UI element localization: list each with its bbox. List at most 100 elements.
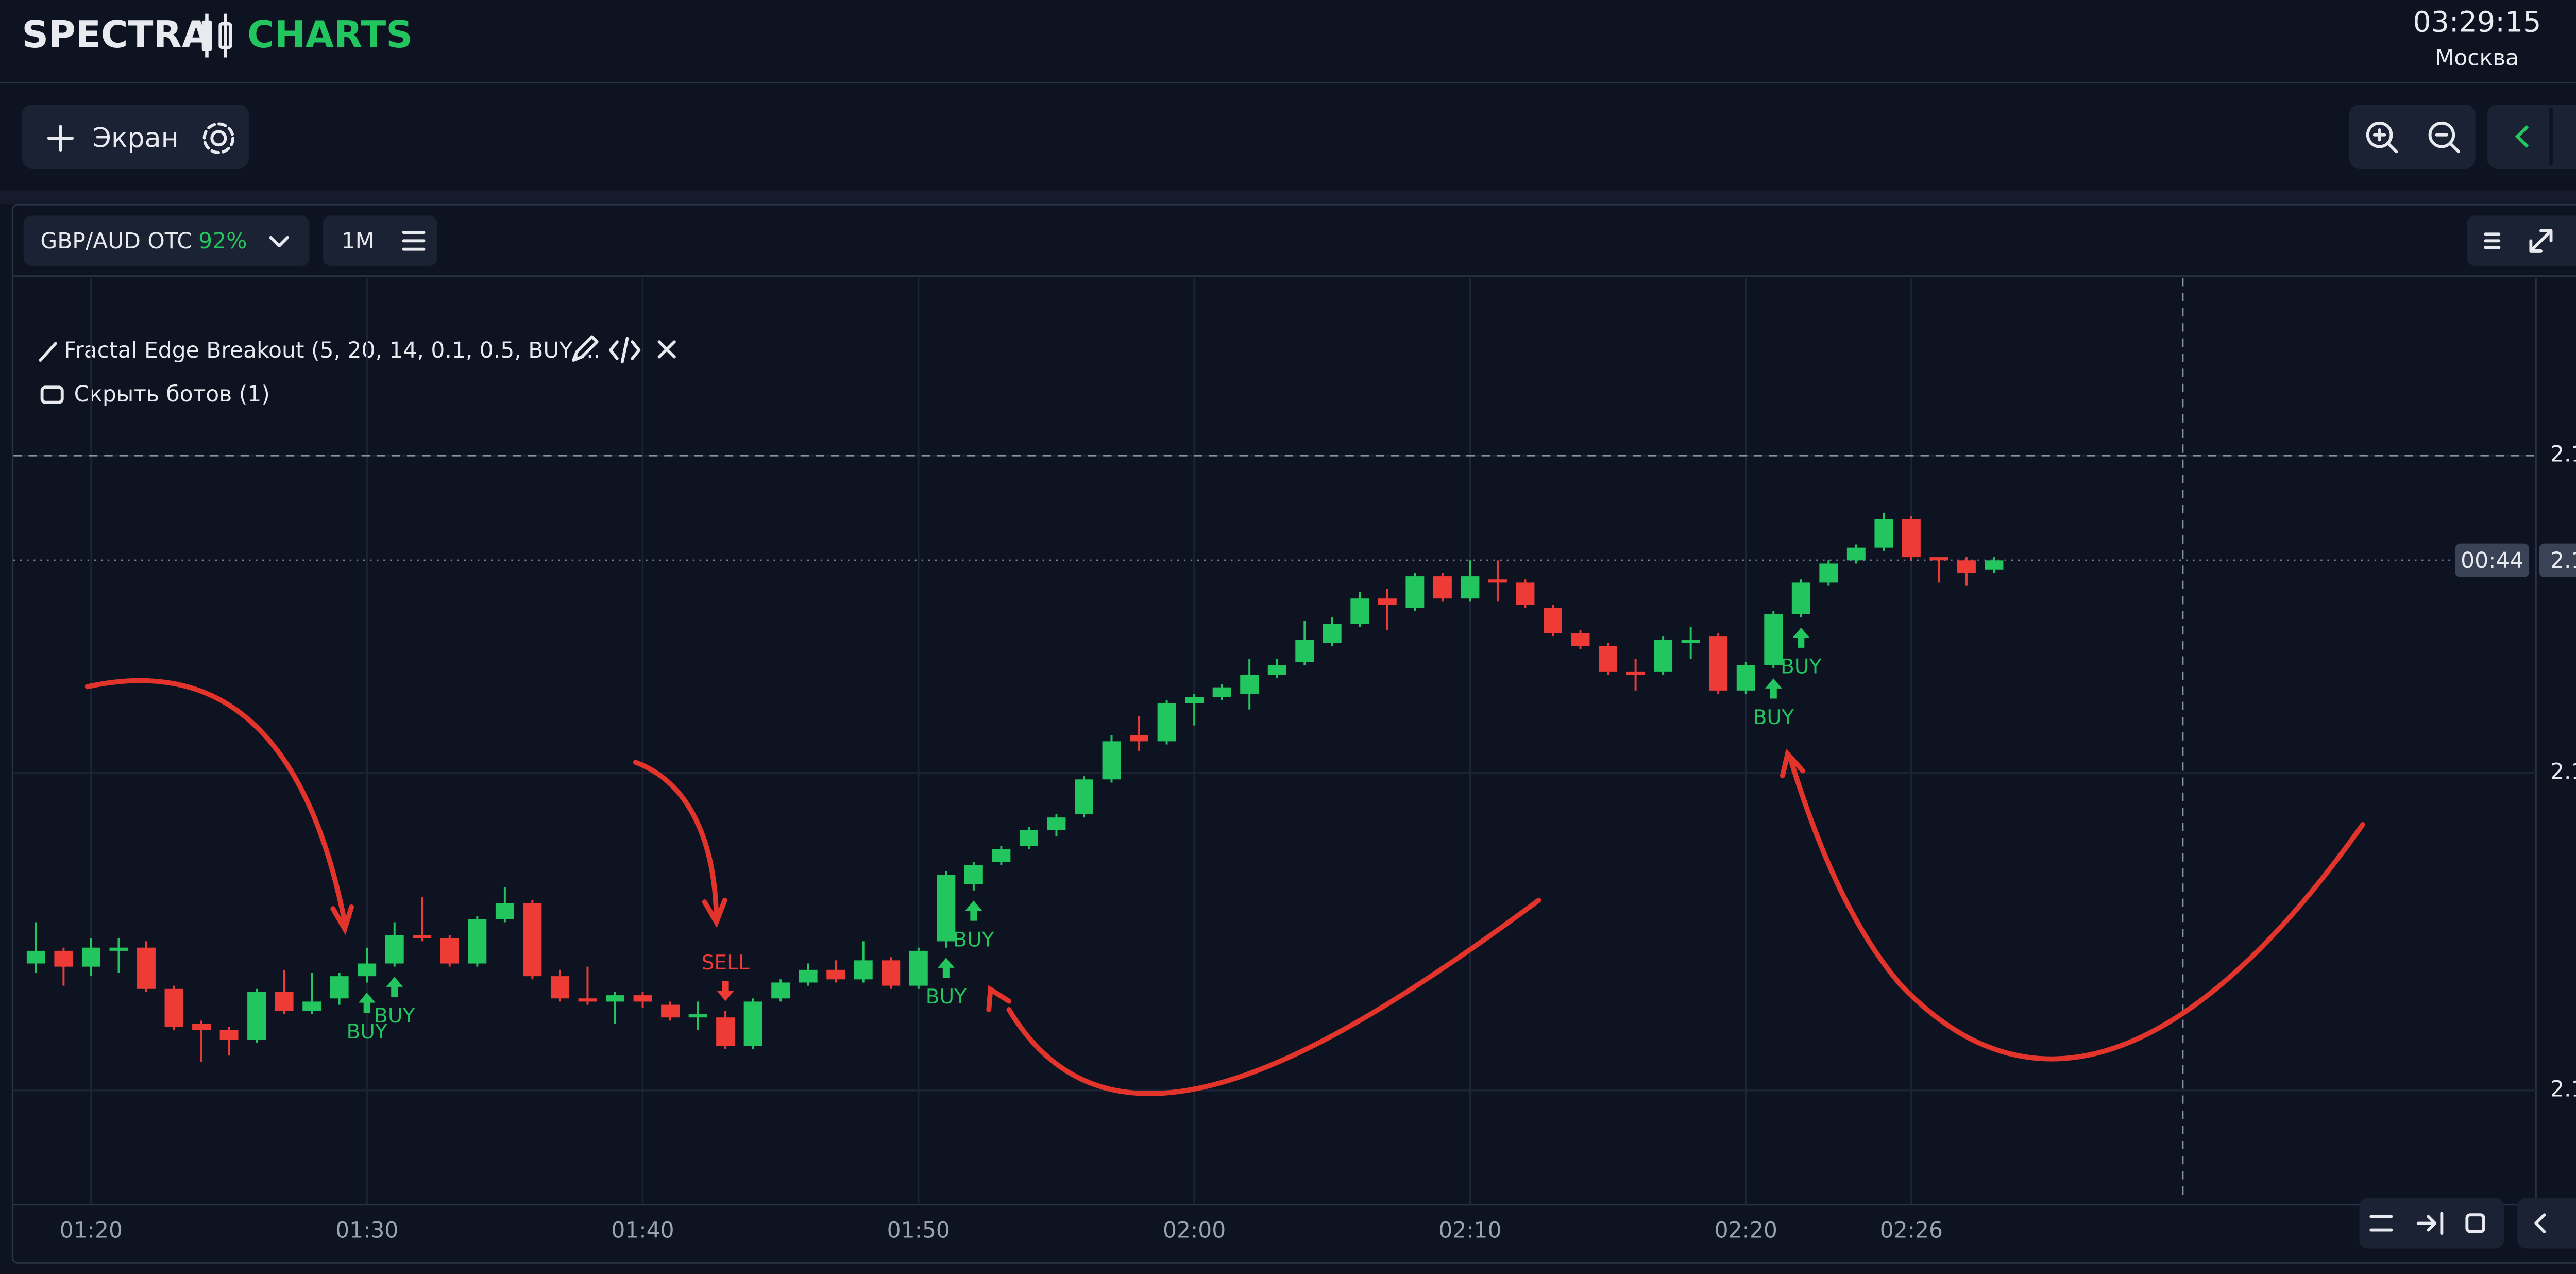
candle-body [164, 988, 183, 1027]
edit-indicator[interactable] [572, 335, 599, 362]
scroll-left[interactable] [2534, 1213, 2546, 1233]
sell-label: SELL [701, 951, 749, 975]
candle-body [1185, 697, 1204, 703]
remove-indicator[interactable] [657, 340, 676, 359]
crosshair-label: 2.13 [2550, 442, 2576, 467]
buy-arrow [386, 977, 403, 997]
candle-body [1047, 817, 1066, 830]
x-tick-label: 01:40 [611, 1218, 674, 1243]
candle-body [633, 995, 652, 1002]
x-tick-label: 02:00 [1163, 1218, 1226, 1243]
code-indicator[interactable] [608, 337, 641, 364]
buy-arrow [358, 993, 376, 1013]
buy-label: BUY [926, 985, 967, 1009]
candle-body [54, 950, 73, 967]
buy-arrow [1765, 678, 1782, 699]
candle-body [192, 1024, 211, 1030]
candle-body [1433, 576, 1452, 599]
candle-body [1571, 633, 1590, 646]
zoom-in[interactable] [2366, 121, 2393, 148]
candle-body [275, 992, 294, 1011]
add-screen-button[interactable] [22, 104, 249, 169]
candle-body [992, 849, 1011, 862]
logo-left: SPECTRA [22, 13, 210, 56]
candle-body [1985, 560, 2004, 570]
copy[interactable] [2465, 1213, 2485, 1233]
city: Москва [2435, 45, 2519, 71]
candle-body [1599, 646, 1618, 672]
zoom-group [2349, 104, 2476, 169]
plus-icon [47, 125, 74, 152]
candle-body [1874, 519, 1893, 548]
candle-body [1819, 563, 1838, 583]
hide-bots[interactable]: Скрыть ботов (1) [74, 382, 270, 407]
candle-body [523, 903, 542, 977]
candle-body [716, 1017, 735, 1046]
toolbar: Экран [0, 104, 2576, 204]
candle-body [1544, 608, 1562, 633]
settings-icon[interactable] [210, 130, 227, 147]
y-tick-label: 2.11 [2550, 1077, 2576, 1102]
candle-body [1212, 687, 1231, 697]
candle-body [1405, 576, 1425, 608]
candle-body [440, 938, 459, 964]
scroll-end[interactable] [2416, 1211, 2444, 1235]
bottom-controls [2359, 1198, 2576, 1249]
candle-body [330, 976, 349, 999]
candle-body [1626, 671, 1645, 675]
y-tick-label: 2.12 [2550, 759, 2576, 784]
header: SPECTRA CHARTS 03:29:15 Москва [0, 6, 2576, 84]
candle-body [1709, 636, 1728, 691]
nav-prev[interactable] [2515, 125, 2529, 148]
plot: 2.11 2.12 2.13 01:20 01:30 01:40 01:50 02:00 02:… [13, 278, 2576, 1243]
candle-body [137, 947, 156, 989]
symbol-select[interactable] [23, 215, 310, 266]
buy-label: BUY [953, 928, 994, 951]
candle-body [826, 969, 845, 980]
candle-body [1157, 703, 1176, 742]
candle-body [1378, 598, 1397, 605]
candle-body [1654, 640, 1673, 672]
candle-body [1764, 614, 1783, 665]
x-tick-label: 02:20 [1715, 1218, 1777, 1243]
candle-body [1323, 624, 1342, 643]
buy-arrow [938, 958, 955, 978]
candle-body [81, 947, 100, 967]
x-tick-label: 01:30 [335, 1218, 398, 1243]
chart-settings[interactable] [2369, 1215, 2393, 1232]
y-tick-label: 2.13 [2550, 442, 2576, 467]
zoom-out[interactable] [2428, 121, 2455, 148]
candle-body [606, 995, 624, 1002]
candle-body [688, 1014, 707, 1018]
indicator-icon [39, 342, 57, 362]
candle-body [1102, 741, 1121, 780]
logo-right: CHARTS [247, 13, 413, 56]
drag-handle[interactable] [2484, 232, 2501, 249]
buy-arrow [965, 900, 982, 921]
candle-body [468, 919, 487, 964]
candle-body [1295, 640, 1314, 662]
candle-body [854, 960, 873, 980]
candle-body [219, 1030, 239, 1040]
nav-group [2487, 104, 2576, 169]
add-screen-label: Экран [93, 123, 179, 154]
buy-label: BUY [1753, 706, 1794, 729]
timeframe-select[interactable] [323, 215, 437, 266]
candle-body [1929, 557, 1948, 561]
candle-body [1681, 640, 1700, 643]
candle-body [495, 903, 514, 919]
payout: 92% [198, 229, 247, 254]
expand[interactable] [2529, 229, 2553, 253]
candle-body [1350, 598, 1369, 624]
indicator-name: Fractal Edge Breakout (5, 20, 14, 0.1, 0… [64, 338, 600, 363]
candle-body [385, 935, 404, 964]
candle-body [1240, 675, 1259, 694]
candle-body [247, 992, 266, 1040]
candle-body [771, 982, 790, 999]
buy-label: BUY [374, 1004, 415, 1028]
buy-label: BUY [346, 1020, 387, 1044]
bot-icon [40, 385, 64, 404]
x-tick-label: 02:10 [1438, 1218, 1501, 1243]
x-tick-label: 01:50 [887, 1218, 950, 1243]
